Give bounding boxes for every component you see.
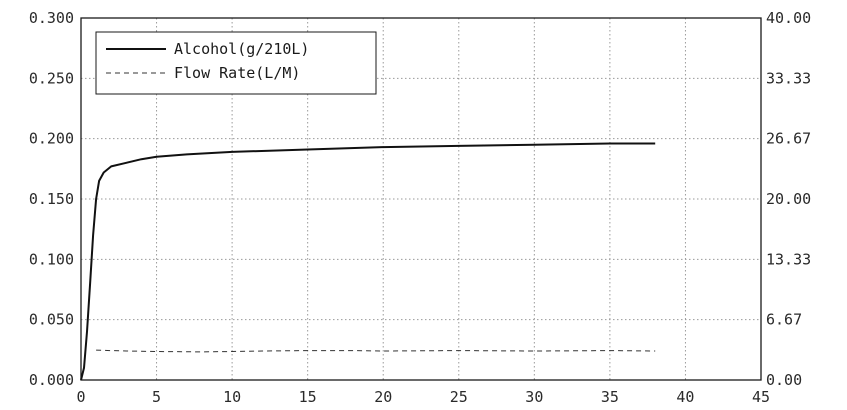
y-tick-label: 0.300 [29, 9, 74, 27]
y2-tick-label: 33.33 [766, 69, 811, 87]
x-tick-label: 20 [374, 388, 392, 406]
y2-tick-label: 0.00 [766, 371, 802, 389]
legend-box [95, 31, 377, 95]
y2-tick-label: 26.67 [766, 130, 811, 148]
x-tick-label: 10 [223, 388, 241, 406]
x-tick-label: 25 [450, 388, 468, 406]
y-tick-label: 0.100 [29, 250, 74, 268]
x-tick-label: 15 [299, 388, 317, 406]
series-line-alcohol [80, 142, 656, 381]
y2-tick-label: 20.00 [766, 190, 811, 208]
y-tick-label: 0.150 [29, 190, 74, 208]
y2-tick-label: 13.33 [766, 250, 811, 268]
x-tick-label: 35 [601, 388, 619, 406]
y2-tick-label: 6.67 [766, 311, 802, 329]
y-tick-label: 0.050 [29, 311, 74, 329]
plot-frame [80, 17, 762, 381]
series-lines [80, 142, 656, 381]
legend-label-alcohol: Alcohol(g/210L) [174, 40, 309, 58]
x-tick-label: 30 [525, 388, 543, 406]
tick-labels: 0 5 10 15 20 25 30 35 40 45 0.000 0.050 0.100 0.150 0.… [29, 9, 811, 406]
x-tick-label: 45 [752, 388, 770, 406]
y-tick-label: 0.200 [29, 130, 74, 148]
y-tick-label: 0.000 [29, 371, 74, 389]
x-tick-label: 5 [152, 388, 161, 406]
y-tick-label: 0.250 [29, 69, 74, 87]
grid [81, 18, 761, 380]
y2-tick-label: 40.00 [766, 9, 811, 27]
x-tick-label: 0 [76, 388, 85, 406]
legend-label-flow-rate: Flow Rate(L/M) [174, 64, 300, 82]
legend: Alcohol(g/210L) Flow Rate(L/M) [95, 31, 377, 95]
series-line-flow-rate [96, 349, 656, 353]
x-tick-label: 40 [676, 388, 694, 406]
